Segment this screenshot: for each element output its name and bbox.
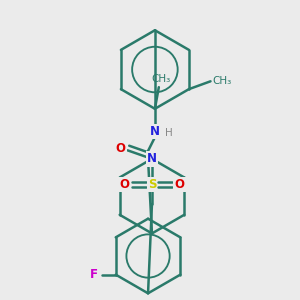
Text: CH₃: CH₃ (213, 76, 232, 86)
Text: N: N (150, 125, 160, 138)
Text: F: F (90, 268, 98, 281)
Text: O: O (119, 178, 130, 191)
Text: H: H (165, 128, 172, 138)
Text: O: O (174, 178, 184, 191)
Text: O: O (116, 142, 126, 154)
Text: N: N (147, 152, 157, 165)
Text: S: S (148, 178, 156, 191)
Text: CH₃: CH₃ (151, 74, 170, 84)
